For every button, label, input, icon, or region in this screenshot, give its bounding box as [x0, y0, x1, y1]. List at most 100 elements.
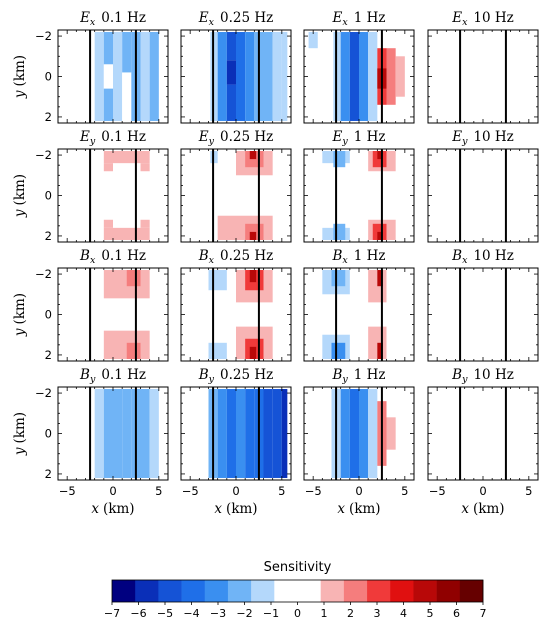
panel-title-sub: x: [342, 255, 348, 266]
panel-title-sub: y: [208, 374, 215, 385]
panel-y-1-1: Ey 0.25 Hz: [180, 129, 292, 243]
panel-title-base: E: [198, 129, 209, 145]
panel-title-base: B: [331, 248, 342, 264]
panel-frame: [427, 148, 539, 243]
x-tick-label: 0: [109, 484, 116, 498]
heatmap-cell: [245, 32, 255, 121]
heatmap-cell: [308, 32, 318, 49]
panel-y-3-1: By 0.25 Hz −5 0 5 x (km): [180, 367, 292, 517]
heatmap-cell: [272, 389, 282, 478]
panel-y-3-3: By 10 Hz −5 0 5 x (km): [427, 367, 539, 517]
y-axis-var: y: [12, 328, 28, 337]
colorbar-swatch: [112, 580, 136, 602]
y-axis-var: y: [12, 90, 28, 99]
heatmap-cell: [377, 270, 383, 287]
heatmap-cell: [122, 32, 132, 73]
heatmap-cell: [103, 151, 150, 164]
panel-title-base: E: [451, 10, 462, 26]
x-axis-unit: (km): [103, 501, 135, 517]
colorbar-swatch: [204, 580, 229, 602]
colorbar-tick-label: 5: [427, 607, 434, 620]
colorbar-tick-label: 6: [453, 607, 460, 620]
y-tick-label: −2: [35, 386, 52, 400]
y-tick-label: 2: [45, 229, 52, 243]
panel-y-1-3: Ey 10 Hz: [427, 129, 539, 243]
x-axis-var: x: [91, 501, 99, 517]
x-axis-unit: (km): [473, 501, 505, 517]
heatmap-cell: [149, 32, 159, 121]
panel-title: Ey 0.1 Hz: [79, 129, 146, 147]
panel-title-freq: 0.25 Hz: [220, 248, 273, 264]
colorbar-tick-label: −5: [157, 607, 173, 620]
panel-title: Bx 0.1 Hz: [79, 248, 146, 266]
panel-title: Ex 0.25 Hz: [198, 10, 273, 28]
heatmap-cell: [140, 163, 150, 172]
colorbar-tick-label: 1: [321, 607, 328, 620]
panel-title-sub: x: [209, 255, 215, 266]
colorbar-swatch: [181, 580, 206, 602]
y-tick-label: 0: [45, 308, 52, 322]
heatmap-cell: [331, 342, 346, 359]
panel-title-base: E: [79, 129, 90, 145]
panel-title-base: B: [451, 248, 462, 264]
heatmap-cell: [359, 32, 369, 121]
heatmap-cell: [249, 346, 257, 359]
colorbar-swatch: [251, 580, 275, 602]
colorbar-tick-label: −3: [210, 607, 226, 620]
colorbar-tick-label: −6: [130, 607, 146, 620]
y-axis-unit: (km): [12, 412, 28, 444]
panel-title-freq: 10 Hz: [473, 10, 513, 26]
x-tick-label: 5: [525, 484, 532, 498]
panel-title-base: E: [451, 129, 462, 145]
panel-title-base: B: [198, 248, 209, 264]
panel-title-freq: 1 Hz: [354, 129, 386, 145]
heatmap-cell: [113, 32, 123, 121]
heatmap-cell: [272, 32, 282, 121]
y-axis-var: y: [12, 447, 28, 456]
panel-frame: [303, 267, 415, 362]
heatmap-cell: [249, 151, 257, 160]
panel-title: Ey 1 Hz: [331, 129, 385, 147]
panel-title: Bx 0.25 Hz: [198, 248, 274, 266]
heatmap-cell: [368, 389, 378, 478]
heatmap-cell: [94, 389, 104, 478]
colorbar-swatch: [320, 580, 345, 602]
panel-title-freq: 0.25 Hz: [220, 129, 273, 145]
heatmap-cell: [386, 417, 396, 450]
panel-title-base: E: [331, 129, 342, 145]
panel-title-sub: y: [341, 374, 348, 385]
y-tick-label: −2: [35, 267, 52, 281]
heatmap-cell: [333, 151, 346, 168]
colorbar-tick-label: −2: [236, 607, 252, 620]
heatmap-cell: [126, 342, 141, 359]
colorbar-swatch: [413, 580, 437, 602]
panel-y-3-2: By 1 Hz −5 0 5 x (km): [303, 367, 415, 517]
panel-frame: [427, 29, 539, 124]
colorbar-tick-label: −1: [263, 607, 279, 620]
colorbar-swatch: [367, 580, 391, 602]
panel-title-sub: x: [90, 255, 96, 266]
panel-title: Ey 0.25 Hz: [198, 129, 273, 147]
heatmap-cell: [226, 84, 236, 121]
x-axis-label: x (km): [337, 501, 380, 517]
y-tick-label: 2: [45, 110, 52, 124]
y-axis-label: y (km): [12, 55, 28, 99]
panel-title: Bx 10 Hz: [451, 248, 514, 266]
panel-title-base: E: [79, 10, 90, 26]
panel-title: By 0.25 Hz: [198, 367, 274, 385]
heatmap-cell: [281, 389, 288, 478]
colorbar-swatch: [274, 580, 298, 602]
colorbar-tick-label: −4: [183, 607, 199, 620]
heatmap-cell: [249, 270, 257, 283]
x-axis-var: x: [337, 501, 345, 517]
panel-title-base: B: [451, 367, 462, 383]
x-axis-var: x: [461, 501, 469, 517]
panel-x-2-0: Bx 0.1 Hz −2 0 2 y (km): [12, 248, 169, 362]
heatmap-cell: [226, 32, 236, 61]
heatmap-cell: [217, 389, 227, 478]
panel-title-sub: x: [209, 17, 215, 28]
colorbar-tick-label: 0: [294, 607, 301, 620]
panel-title-freq: 0.25 Hz: [220, 367, 273, 383]
